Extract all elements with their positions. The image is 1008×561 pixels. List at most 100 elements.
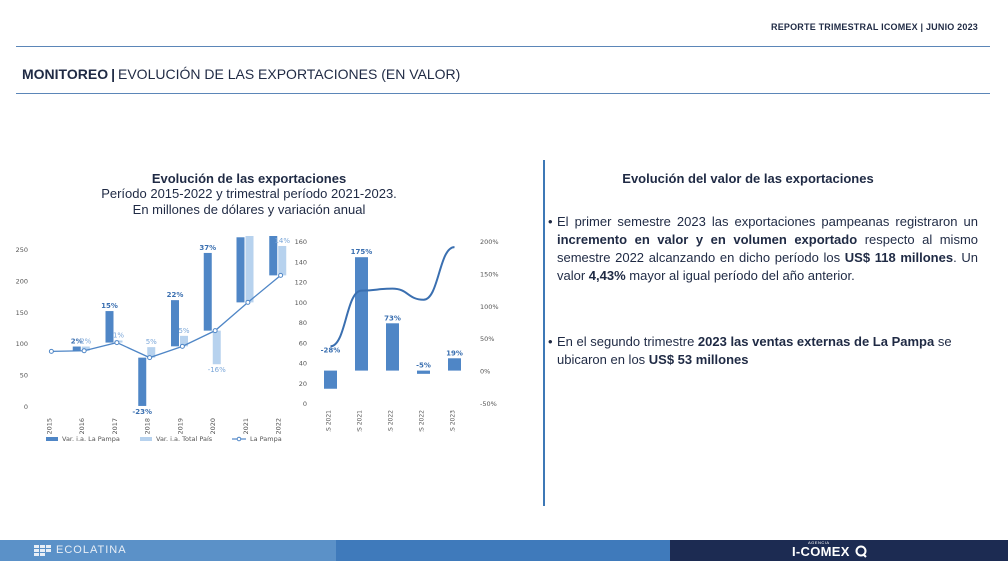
footer-bar: ECOLATINA AGENCIA I-COMEX xyxy=(0,540,1008,561)
bullet-emphasis: US$ 118 millones xyxy=(844,250,954,265)
bullet-first-semester: • El primer semestre 2023 las exportacio… xyxy=(548,213,978,285)
bar-la-pampa xyxy=(236,237,245,303)
x-tick-label: 2019 xyxy=(176,418,184,435)
y-tick-label: 60 xyxy=(299,339,307,347)
data-label-semester: 175% xyxy=(351,248,373,256)
legend-label-total-pais: Var. i.a. Total País xyxy=(156,435,213,443)
data-label-total-pais: 2% xyxy=(80,338,91,346)
data-label-la-pampa: 2% xyxy=(71,338,83,346)
bar-total-pais xyxy=(245,236,254,303)
bullet-text-part: En el segundo trimestre xyxy=(557,334,698,349)
y-tick-label: 140 xyxy=(295,258,307,266)
line-point xyxy=(81,348,87,354)
bullet-text: El primer semestre 2023 las exportacione… xyxy=(557,213,978,285)
y-tick-label: 100 xyxy=(16,340,28,348)
bullet-text-part: . Un valor xyxy=(557,250,978,283)
y-tick-label: 20 xyxy=(299,380,307,388)
y-tick-label: 80 xyxy=(299,319,307,327)
y-tick-label: 0 xyxy=(303,400,307,408)
bullet-dot: • xyxy=(548,334,553,349)
x-tick-label: 2020 xyxy=(209,418,217,435)
semester-exports-chart: 0 20 40 60 80 100 120 140 160 -50% 0% 50% 100% 150% 20… xyxy=(295,238,499,432)
bar-semester xyxy=(386,323,399,371)
legend-swatch-total-pais xyxy=(140,437,152,441)
legend-marker-la-pampa xyxy=(236,436,242,442)
bullet-text-part: mayor al igual período del año anterior. xyxy=(625,268,855,283)
vertical-divider xyxy=(543,160,545,506)
data-label-la-pampa: 37% xyxy=(199,244,216,252)
bar-la-pampa xyxy=(203,252,212,331)
bar-total-pais xyxy=(147,347,156,358)
bullet-second-quarter: • En el segundo trimestre 2023 las venta… xyxy=(548,333,978,369)
bullet-text-part: respecto al mismo semestre 2022 alcanzan… xyxy=(557,232,979,265)
footer-left-band: ECOLATINA xyxy=(0,540,336,561)
report-tag: REPORTE TRIMESTRAL ICOMEX | JUNIO 2023 xyxy=(771,22,978,32)
legend-label-line: La Pampa xyxy=(250,435,282,443)
annual-exports-chart: 0 50 100 150 200 250 2015 2016 2017 2018 2019 2020 2… xyxy=(16,236,290,443)
chart-subtitle-units: En millones de dólares y variación anual xyxy=(132,202,366,217)
data-label-total-pais: 14% xyxy=(274,237,290,245)
icomex-brand: I-COMEX xyxy=(792,544,850,559)
y-tick-label: 150 xyxy=(16,309,28,317)
x-tick-label: 2016 xyxy=(78,418,86,435)
data-label-semester: -5% xyxy=(416,362,431,370)
line-point xyxy=(114,340,120,346)
section-title-rest: EVOLUCIÓN DE LAS EXPORTACIONES (EN VALOR… xyxy=(118,66,461,82)
ecolatina-logo-icon xyxy=(34,545,51,556)
ecolatina-brand: ECOLATINA xyxy=(56,544,127,556)
bar-total-pais xyxy=(180,335,188,347)
chart-title: Evolución de las exportaciones xyxy=(151,171,347,186)
header-rule xyxy=(16,46,990,47)
bar-total-pais xyxy=(278,245,287,276)
x-tick-label: 1S 2023 xyxy=(450,410,457,432)
x-tick-label: 2021 xyxy=(242,418,250,435)
bullet-text-part: se ubicaron en los xyxy=(557,334,952,367)
bar-la-pampa xyxy=(105,311,114,343)
section-title: MONITOREO | EVOLUCIÓN DE LAS EXPORTACIONES… xyxy=(22,66,460,82)
footer-right-band: AGENCIA I-COMEX xyxy=(670,540,1008,561)
data-label-total-pais: 5% xyxy=(178,327,189,335)
y2-tick-label: 150% xyxy=(480,270,499,278)
x-tick-label: 2017 xyxy=(111,418,119,435)
section-title-separator: | xyxy=(111,66,115,82)
bullet-emphasis: incremento en valor y en volumen exporta… xyxy=(557,232,858,247)
y-tick-label: 200 xyxy=(16,277,28,285)
icomex-pin-icon xyxy=(855,545,867,558)
legend-swatch-la-pampa xyxy=(46,437,58,441)
line-point xyxy=(245,299,251,305)
x-tick-label: 2S 2022 xyxy=(419,410,426,432)
y-tick-label: 100 xyxy=(295,299,307,307)
y2-tick-label: -50% xyxy=(480,400,497,408)
bar-la-pampa xyxy=(72,346,81,351)
icomex-agency-label: AGENCIA xyxy=(808,540,830,545)
y-tick-label: 50 xyxy=(20,372,28,380)
data-label-la-pampa: 15% xyxy=(101,302,118,310)
x-tick-label: 1S 2021 xyxy=(326,410,333,432)
y-tick-label: 160 xyxy=(295,238,307,246)
section-rule xyxy=(16,93,990,94)
data-label-la-pampa: 22% xyxy=(167,291,184,299)
line-point xyxy=(212,328,218,334)
line-point xyxy=(147,355,153,361)
bar-total-pais xyxy=(81,346,90,351)
bar-semester xyxy=(324,370,337,389)
data-label-semester: 19% xyxy=(446,349,463,357)
legend-label-la-pampa: Var. i.a. La Pampa xyxy=(62,435,120,443)
section-title-bold: MONITOREO xyxy=(22,66,109,82)
data-label-semester: 73% xyxy=(384,314,401,322)
footer-middle-band xyxy=(336,540,670,561)
bar-la-pampa xyxy=(138,357,147,406)
line-point xyxy=(48,348,54,354)
data-label-semester: -28% xyxy=(321,347,341,355)
bar-total-pais xyxy=(212,330,221,365)
line-semester-value xyxy=(330,246,455,348)
bullet-emphasis: US$ 53 millones xyxy=(648,352,749,367)
data-label-total-pais: 1% xyxy=(113,331,124,339)
bullet-text: En el segundo trimestre 2023 las ventas … xyxy=(557,333,978,369)
line-point xyxy=(278,272,284,278)
line-point xyxy=(179,343,185,349)
bar-la-pampa xyxy=(269,236,278,276)
x-tick-label: 2S 2021 xyxy=(357,410,364,432)
data-label-total-pais: -16% xyxy=(208,366,226,374)
x-tick-label: 1S 2022 xyxy=(388,410,395,432)
